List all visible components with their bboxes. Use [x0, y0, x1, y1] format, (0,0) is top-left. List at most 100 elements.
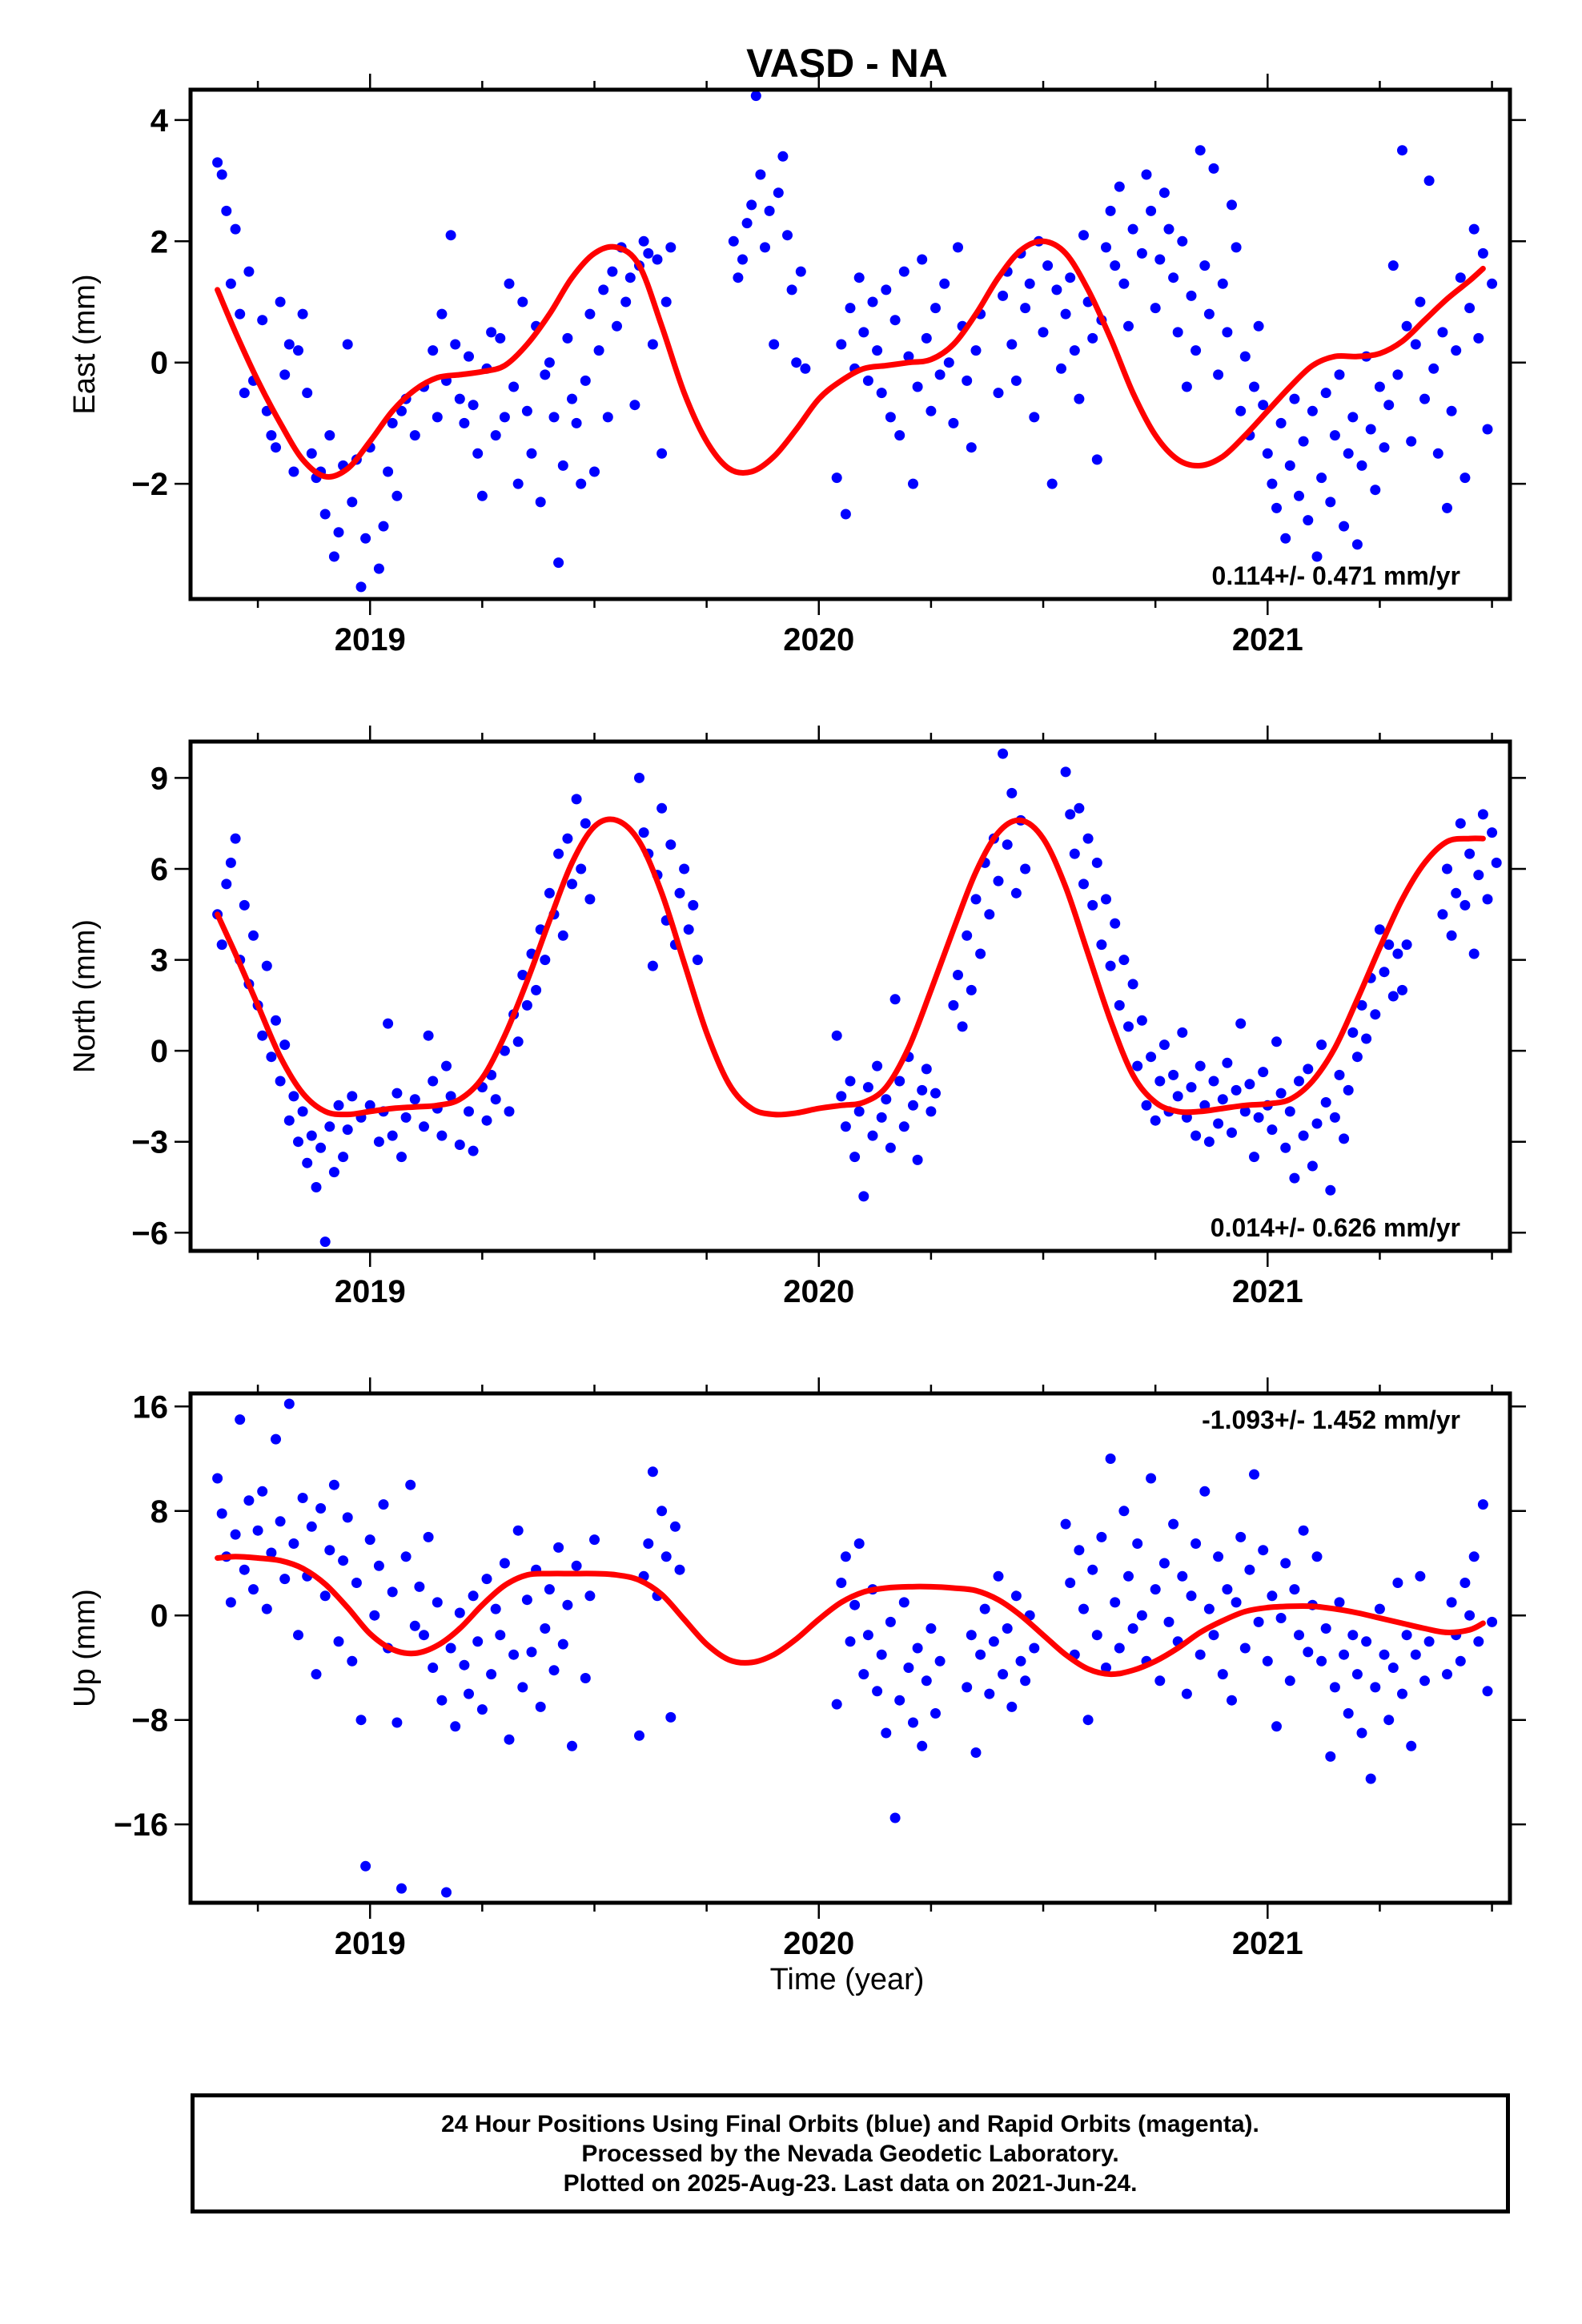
- data-point: [221, 205, 232, 216]
- data-point: [1289, 1584, 1300, 1595]
- data-point: [454, 393, 465, 404]
- data-point: [373, 563, 384, 574]
- data-point: [1069, 848, 1080, 859]
- data-point: [1311, 1118, 1323, 1129]
- data-point: [499, 1558, 510, 1569]
- data-point: [849, 1152, 861, 1163]
- data-point: [1065, 272, 1076, 283]
- data-point: [966, 1630, 977, 1641]
- data-point: [450, 339, 461, 350]
- data-point: [216, 169, 227, 180]
- data-point: [831, 1030, 842, 1041]
- data-point: [1110, 260, 1121, 271]
- data-point: [432, 412, 443, 423]
- data-point: [1347, 1027, 1359, 1038]
- data-point: [297, 308, 308, 320]
- data-point: [445, 1091, 456, 1102]
- data-point: [230, 223, 241, 235]
- data-point: [1074, 802, 1085, 814]
- data-point: [481, 1115, 492, 1126]
- data-point: [840, 1121, 851, 1132]
- data-point: [261, 1603, 272, 1614]
- data-point: [567, 1740, 577, 1751]
- final-orbit-points: [212, 748, 1502, 1248]
- data-point: [1303, 1063, 1314, 1075]
- data-point: [1397, 1688, 1407, 1699]
- data-point: [1298, 1130, 1309, 1141]
- data-point: [1387, 991, 1399, 1002]
- data-point: [548, 1665, 560, 1676]
- data-point: [1397, 984, 1407, 995]
- data-point: [894, 1076, 905, 1087]
- data-point: [1451, 887, 1462, 899]
- data-point: [1172, 1091, 1183, 1102]
- data-point: [853, 1538, 865, 1549]
- data-point: [692, 955, 703, 966]
- data-point: [1114, 181, 1125, 192]
- data-point: [1316, 472, 1327, 484]
- time-series-figure: VASD - NA Time (year) 2019 2020 2021 −2 0 2 4 E…: [68, 41, 1526, 1996]
- data-point: [674, 1564, 685, 1575]
- data-point: [917, 1084, 928, 1096]
- data-point: [279, 1039, 291, 1051]
- data-point: [1060, 1518, 1071, 1530]
- data-point: [584, 894, 596, 905]
- data-point: [1468, 1551, 1480, 1562]
- data-point: [831, 472, 842, 484]
- y-tick-label: 2: [151, 224, 168, 259]
- data-point: [306, 448, 317, 459]
- data-point: [445, 230, 456, 241]
- data-point: [1002, 1623, 1013, 1634]
- data-point: [948, 999, 959, 1011]
- data-point: [535, 1701, 546, 1712]
- data-point: [360, 533, 371, 544]
- data-point: [378, 521, 389, 532]
- data-point: [1307, 1160, 1318, 1172]
- data-point: [252, 1525, 263, 1536]
- data-point: [853, 1106, 865, 1117]
- data-point: [998, 290, 1009, 301]
- y-tick-label: 6: [151, 852, 168, 887]
- x-tick-label: 2020: [783, 1274, 854, 1309]
- data-point: [984, 1688, 995, 1699]
- data-point: [930, 303, 941, 314]
- data-point: [1482, 894, 1493, 905]
- data-point: [953, 970, 963, 980]
- data-point: [1473, 332, 1484, 344]
- data-point: [347, 497, 358, 508]
- data-point: [297, 1493, 308, 1503]
- data-point: [409, 1094, 420, 1105]
- data-point: [589, 1534, 600, 1546]
- data-point: [1191, 1538, 1202, 1549]
- data-point: [1383, 1715, 1395, 1726]
- data-point: [428, 345, 439, 356]
- data-point: [1199, 1486, 1211, 1497]
- data-point: [450, 1721, 461, 1732]
- data-point: [311, 1182, 322, 1192]
- data-point: [1379, 1649, 1390, 1660]
- data-point: [1203, 1603, 1215, 1614]
- data-point: [1374, 924, 1385, 935]
- data-point: [212, 1473, 223, 1484]
- data-point: [328, 551, 339, 562]
- data-point: [1329, 1112, 1340, 1123]
- data-point: [1423, 175, 1435, 187]
- data-point: [275, 296, 286, 308]
- data-point: [225, 278, 236, 289]
- data-point: [248, 1584, 259, 1595]
- data-point: [216, 1508, 227, 1519]
- data-point: [665, 242, 677, 253]
- data-point: [1150, 1584, 1161, 1595]
- data-point: [908, 478, 918, 489]
- data-point: [1477, 247, 1488, 259]
- data-point: [423, 1531, 434, 1542]
- data-point: [1451, 345, 1462, 356]
- data-point: [1082, 1715, 1094, 1726]
- data-point: [409, 430, 420, 441]
- data-point: [248, 930, 259, 941]
- data-point: [764, 205, 775, 216]
- data-point: [1294, 1076, 1304, 1087]
- plot-frame: [188, 739, 1512, 1253]
- data-point: [908, 1100, 918, 1111]
- data-point: [302, 1157, 313, 1168]
